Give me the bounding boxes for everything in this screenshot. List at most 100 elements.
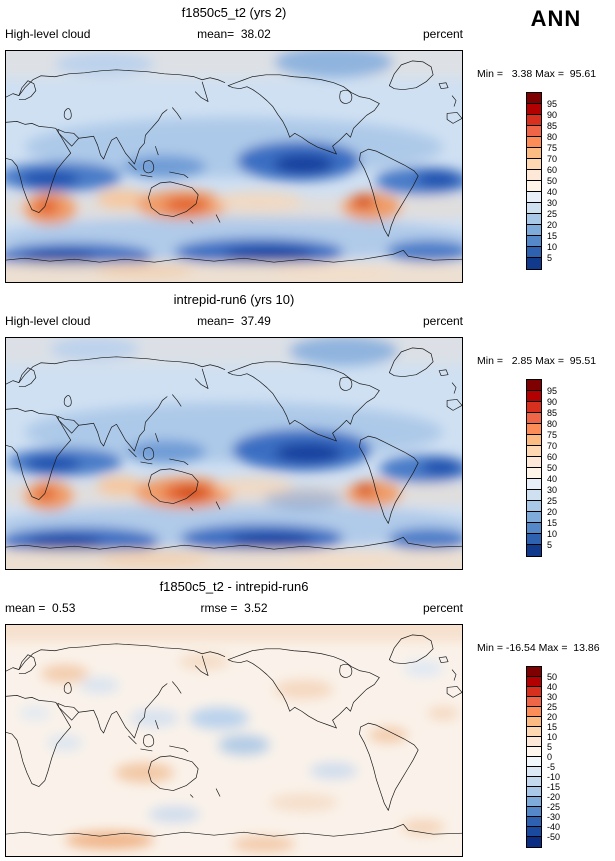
colorbar-tick-label: 85 (547, 408, 558, 418)
map-case1 (5, 50, 463, 283)
colorbar-tick-label: 90 (547, 397, 558, 407)
colorbar-tick-label: 10 (547, 242, 558, 252)
colorbar-tick-label: 40 (547, 682, 558, 692)
colorbar-tick-label: 15 (547, 231, 558, 241)
colorbar-segment (527, 104, 541, 115)
contour-field (5, 337, 463, 570)
colorbar-tick-label: 20 (547, 220, 558, 230)
panel-title: f1850c5_t2 - intrepid-run6 (159, 579, 309, 594)
colorbar-tick-label: 20 (547, 507, 558, 517)
colorbar-tick-label: -20 (547, 792, 561, 802)
colorbar-tick-label: 70 (547, 154, 558, 164)
units-label: percent (422, 314, 463, 328)
colorbar-segment (527, 391, 541, 402)
colorbar-segment (527, 687, 541, 697)
colorbar-tick-label: 75 (547, 430, 558, 440)
panel-title: intrepid-run6 (yrs 10) (173, 292, 295, 307)
colorbar-segment (527, 490, 541, 501)
colorbar-segment (527, 402, 541, 413)
colorbar-segment (527, 727, 541, 737)
colorbar-tick-label: -30 (547, 812, 561, 822)
colorbar-tick-label: 50 (547, 672, 558, 682)
colorbar-segment (527, 757, 541, 767)
colorbar-segment (527, 777, 541, 787)
rmse-label: rmse = 3.52 (200, 601, 268, 615)
colorbar-tick-label: 15 (547, 518, 558, 528)
colorbar-tick-label: 85 (547, 121, 558, 131)
minmax-label: Min = 3.38 Max = 95.61 (477, 68, 597, 80)
colorbar-tick-label: 75 (547, 143, 558, 153)
colorbar-segment (527, 159, 541, 170)
map-difference (5, 624, 463, 857)
panel-title: f1850c5_t2 (yrs 2) (181, 5, 287, 20)
colorbar-tick-label: -15 (547, 782, 561, 792)
variable-label: High-level cloud (5, 27, 91, 41)
colorbar-segment (527, 236, 541, 247)
colorbar-segment (527, 512, 541, 523)
minmax-label: Min = 2.85 Max = 95.51 (477, 355, 597, 367)
colorbar-tick-label: -5 (547, 762, 556, 772)
contour-field (5, 624, 463, 853)
colorbar-segment (527, 192, 541, 203)
colorbar-tick-label: 50 (547, 463, 558, 473)
colorbar-segment (527, 380, 541, 391)
colorbar-tick-label: 50 (547, 176, 558, 186)
colorbar-segment (527, 435, 541, 446)
stats-row: High-level cloud mean= 38.02 percent (5, 27, 463, 41)
map-svg (5, 624, 463, 857)
colorbar-tick-label: 25 (547, 209, 558, 219)
colorbar-segment (527, 468, 541, 479)
colorbar: 50 40 30 25 20 15 10 5 0 -5 -10 -15 -20 -25 -30 -40 -50 (526, 666, 560, 848)
colorbar-tick-label: 30 (547, 692, 558, 702)
colorbar-tick-label: -10 (547, 772, 561, 782)
map-frame (5, 50, 463, 283)
colorbar-segment (527, 797, 541, 807)
colorbar-segment (527, 837, 541, 847)
colorbar-tick-label: 5 (547, 540, 553, 550)
colorbar-tick-label: 25 (547, 496, 558, 506)
colorbar-segment (527, 523, 541, 534)
colorbar-swatches (526, 379, 542, 557)
panel-difference: f1850c5_t2 - intrepid-run6 mean = 0.53 r… (0, 574, 615, 861)
colorbar-segment (527, 181, 541, 192)
map-svg (5, 337, 463, 570)
colorbar-tick-label: 95 (547, 99, 558, 109)
colorbar-segment (527, 247, 541, 258)
variable-label: High-level cloud (5, 314, 91, 328)
colorbar-segment (527, 534, 541, 545)
colorbar-tick-label: 10 (547, 529, 558, 539)
colorbar-segment (527, 137, 541, 148)
colorbar-tick-label: 25 (547, 702, 558, 712)
colorbar-segment (527, 827, 541, 837)
colorbar-segment (527, 787, 541, 797)
colorbar-segment (527, 126, 541, 137)
colorbar-tick-label: 90 (547, 110, 558, 120)
colorbar-segment (527, 747, 541, 757)
colorbar-segment (527, 767, 541, 777)
colorbar-segment (527, 457, 541, 468)
units-label: percent (422, 27, 463, 41)
colorbar-tick-label: 40 (547, 474, 558, 484)
mean-label: mean= 37.49 (197, 314, 271, 328)
panel-case1: f1850c5_t2 (yrs 2) High-level cloud mean… (0, 0, 615, 287)
map-frame (5, 337, 463, 570)
colorbar-segment (527, 817, 541, 827)
colorbar-segment (527, 170, 541, 181)
colorbar: 95 90 85 80 75 70 60 50 40 30 25 20 15 10 5 (526, 92, 557, 270)
colorbar-tick-label: 95 (547, 386, 558, 396)
mean-label: mean = 0.53 (5, 601, 76, 615)
colorbar-segment (527, 148, 541, 159)
colorbar: 95 90 85 80 75 70 60 50 40 30 25 20 15 10 5 (526, 379, 557, 557)
colorbar-tick-label: 60 (547, 452, 558, 462)
colorbar-tick-label: 5 (547, 253, 553, 263)
map-svg (5, 50, 463, 283)
colorbar-segment (527, 424, 541, 435)
colorbar-tick-label: -40 (547, 822, 561, 832)
units-label: percent (422, 601, 463, 615)
colorbar-tick-label: 80 (547, 132, 558, 142)
colorbar-segment (527, 446, 541, 457)
colorbar-segment (527, 93, 541, 104)
colorbar-segment (527, 413, 541, 424)
colorbar-tick-label: 30 (547, 198, 558, 208)
minmax-label: Min = -16.54 Max = 13.86 (477, 642, 600, 654)
